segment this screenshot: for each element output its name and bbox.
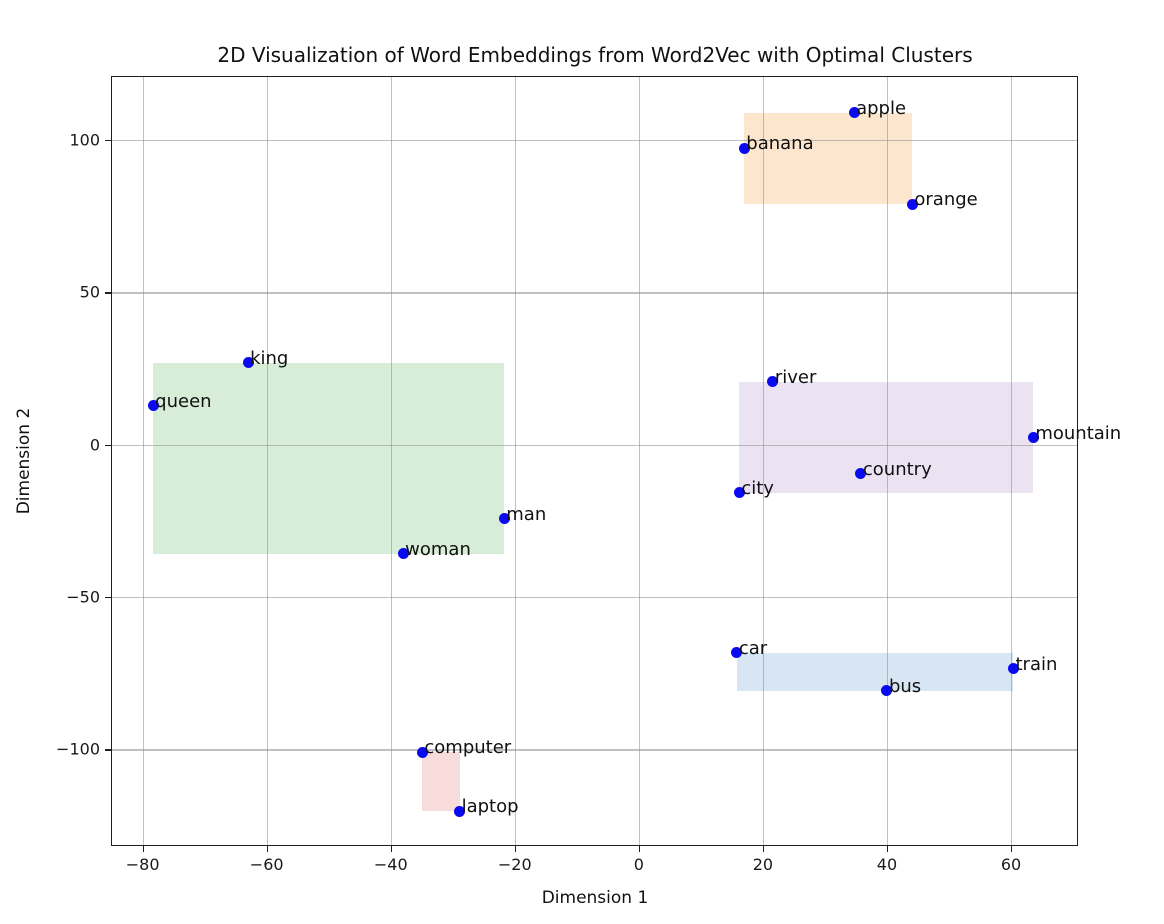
gridline-y-100 [111,139,1078,142]
x-tick-label-20: 20 [752,855,774,874]
x-tick-20 [762,846,765,852]
y-tick--50 [105,597,111,599]
gridline-y--50 [111,597,1078,599]
y-axis-label: Dimension 2 [14,407,34,515]
cluster-fruits [744,112,913,205]
y-tick-label-0: 0 [89,435,100,455]
point-label-bus: bus [888,675,922,697]
point-label-orange: orange [914,189,978,211]
point-label-computer: computer [424,737,512,759]
gridline-y-0 [111,444,1078,446]
x-tick-0 [638,846,641,852]
y-tick-100 [105,139,111,142]
y-tick-label-50: 50 [79,282,100,302]
data-point-train [1007,663,1019,675]
x-tick-60 [1011,846,1013,852]
x-tick-label--60: −60 [249,855,284,874]
data-point-orange [906,198,918,210]
gridline-x-40 [886,76,889,846]
gridline-x-0 [638,76,641,846]
point-label-city: city [741,477,774,499]
point-label-king: king [250,347,289,369]
plot-area [111,76,1078,846]
data-point-man [498,513,510,525]
point-label-woman: woman [405,538,471,560]
gridline-x-60 [1011,76,1013,846]
point-label-country: country [862,458,932,480]
gridline-x--60 [266,76,268,846]
data-point-laptop [454,805,466,817]
cluster-people [153,362,505,554]
point-label-train: train [1015,653,1058,675]
x-tick-40 [886,846,889,852]
y-tick-label--100: −100 [56,739,100,759]
cluster-geography [739,381,1034,493]
data-point-mountain [1027,432,1039,444]
cluster-tech [422,752,460,812]
x-tick--20 [514,846,517,852]
point-label-river: river [774,366,817,388]
cluster-vehicles [736,652,1014,691]
x-tick-label-40: 40 [876,855,898,874]
data-point-river [767,376,779,388]
point-label-apple: apple [856,97,907,119]
gridline-y--100 [111,749,1078,751]
y-tick--100 [105,749,111,751]
point-label-banana: banana [746,133,814,155]
gridline-x--40 [390,76,393,846]
y-tick-label-100: 100 [69,130,100,150]
x-tick-label--20: −20 [497,855,532,874]
data-point-woman [397,548,409,560]
data-point-country [855,468,867,480]
point-label-man: man [506,503,547,525]
x-tick--60 [266,846,269,852]
x-tick-label-60: 60 [1000,855,1022,874]
y-tick-label--50: −50 [66,587,100,607]
data-point-banana [738,142,750,154]
x-tick--40 [390,846,393,852]
chart-title: 2D Visualization of Word Embeddings from… [217,43,973,67]
point-label-mountain: mountain [1035,422,1122,444]
x-tick-label--80: −80 [125,855,160,874]
data-point-king [242,357,254,369]
point-label-laptop: laptop [461,796,519,818]
x-tick--80 [142,846,145,852]
data-point-bus [881,685,893,697]
data-point-apple [848,107,860,119]
data-point-city [733,487,745,499]
x-axis-label: Dimension 1 [541,888,649,908]
x-tick-label--40: −40 [373,855,408,874]
data-point-car [731,647,743,659]
gridline-y-50 [111,292,1078,294]
point-label-car: car [738,637,768,659]
gridline-x-20 [762,76,765,846]
x-tick-label-0: 0 [633,855,644,874]
gridline-x--80 [142,76,144,846]
y-tick-50 [105,292,111,294]
point-label-queen: queen [155,390,212,412]
data-point-computer [416,746,428,758]
data-point-queen [147,400,159,412]
gridline-x--20 [514,76,517,846]
y-tick-0 [105,444,111,447]
